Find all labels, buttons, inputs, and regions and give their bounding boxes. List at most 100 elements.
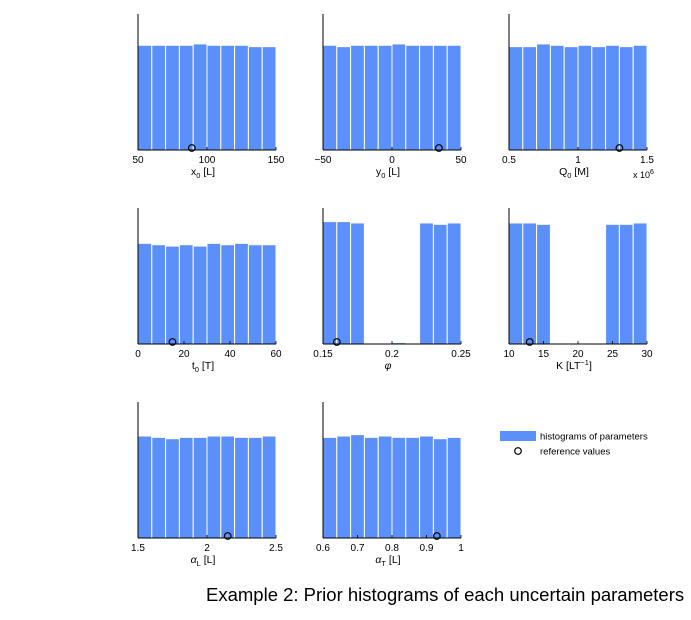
histogram-bar — [350, 434, 365, 539]
reference-value-marker — [525, 338, 534, 346]
histogram-bar — [261, 435, 277, 539]
histogram-bar — [446, 44, 462, 151]
histogram-bar — [536, 43, 551, 151]
histogram-bar — [363, 436, 379, 539]
histogram-bar — [178, 44, 194, 151]
x-tick-label: 20 — [178, 349, 190, 360]
x-tick-label: 15 — [538, 349, 550, 360]
histogram-bar — [632, 44, 648, 151]
legend-bar-swatch — [500, 431, 536, 441]
histogram-bar — [336, 435, 352, 539]
histogram-bar — [151, 436, 167, 539]
x-tick-label: 10 — [503, 349, 515, 360]
x-tick-label: 25 — [607, 349, 619, 360]
x-tick-label: 0.15 — [313, 349, 333, 360]
x-tick-label: 1 — [575, 155, 581, 166]
x-tick-label: −50 — [315, 155, 332, 166]
histogram-bar — [165, 44, 180, 151]
histogram-bar — [151, 44, 167, 151]
legend-label: reference values — [540, 447, 610, 458]
histogram-bar — [605, 223, 620, 345]
histogram-bar — [234, 242, 249, 345]
histogram-bar — [220, 244, 236, 345]
histogram-bar — [591, 46, 607, 151]
histogram-bar — [446, 222, 462, 345]
histogram-bar — [618, 46, 634, 151]
x-axis-label: x0 [L] — [191, 166, 215, 180]
histogram-bar — [377, 435, 393, 539]
x-tick-label: 0.5 — [502, 155, 516, 166]
histogram-bar — [137, 242, 153, 345]
histogram-bar — [577, 44, 593, 151]
x-tick-label: 2.5 — [269, 543, 283, 554]
prior-histograms-figure: 50 100 150 x0 [L] −50 0 50 y0 [L] 0.5 1 1.5 x 106 Q0… — [131, 14, 654, 568]
histogram-bar — [508, 46, 524, 151]
x-tick-label: 0.2 — [385, 349, 399, 360]
histogram-bar — [336, 221, 352, 345]
x-tick-label: 0 — [389, 155, 395, 166]
histogram-bar — [350, 222, 365, 345]
histogram-bar — [432, 223, 448, 345]
histogram-bar — [350, 44, 365, 151]
x-tick-label: 1.5 — [131, 543, 145, 554]
histogram-bar — [322, 221, 338, 345]
histogram-bar — [563, 46, 579, 151]
histogram-bar — [432, 438, 448, 539]
x-tick-label: 1.5 — [640, 155, 654, 166]
histogram-panel-1: 50 100 150 x0 [L] — [132, 14, 285, 180]
histogram-bar — [522, 222, 538, 345]
histogram-bar — [247, 46, 263, 151]
x-axis-label: y0 [L] — [376, 166, 400, 180]
histogram-bar — [261, 46, 277, 151]
x-tick-label: 150 — [268, 155, 285, 166]
histogram-bar — [632, 222, 648, 345]
legend-label: histograms of parameters — [540, 432, 648, 443]
x-tick-label: 2 — [204, 543, 210, 554]
histogram-panel-3: 0.5 1 1.5 x 106 Q0 [M] — [502, 14, 654, 180]
x-tick-label: 0 — [135, 349, 141, 360]
histogram-bar — [618, 223, 634, 345]
x-tick-label: 0.8 — [385, 543, 399, 554]
histogram-bar — [363, 44, 379, 151]
x-tick-label: 0.9 — [420, 543, 434, 554]
histogram-bar — [432, 44, 448, 151]
histogram-bar — [234, 436, 249, 539]
histogram-bar — [391, 43, 407, 151]
histogram-bar — [605, 44, 620, 151]
reference-value-marker — [435, 144, 443, 152]
histogram-bar — [549, 44, 565, 151]
histogram-bar — [522, 46, 538, 151]
x-axis-label: Q0 [M] — [559, 166, 589, 180]
histogram-bar — [165, 245, 180, 345]
histogram-bar — [446, 436, 462, 539]
histogram-bar — [220, 435, 236, 539]
x-axis-label: t0 [T] — [192, 360, 214, 374]
reference-value-marker — [615, 144, 624, 152]
x-tick-label: 30 — [641, 349, 653, 360]
histogram-bar — [405, 44, 421, 151]
x-axis-label: φ — [385, 360, 392, 372]
histogram-bar — [178, 244, 194, 345]
histogram-bar — [165, 438, 180, 539]
reference-value-marker — [168, 338, 177, 346]
histogram-bar — [192, 43, 208, 151]
histogram-bar — [405, 436, 421, 539]
histogram-bar — [206, 435, 222, 539]
x-tick-label: 20 — [572, 349, 584, 360]
histogram-panel-5: 0.15 0.2 0.25 φ — [313, 208, 471, 372]
x-tick-label: 50 — [132, 155, 144, 166]
histogram-bar — [247, 244, 263, 345]
histogram-bar — [220, 44, 236, 151]
histogram-bar — [508, 222, 524, 345]
histogram-bar — [391, 436, 407, 539]
x-axis-label: K [LT−1] — [556, 358, 592, 372]
histogram-bar — [419, 222, 434, 345]
histogram-bar — [419, 435, 434, 539]
x-tick-label: 100 — [199, 155, 216, 166]
x-tick-label: 0.6 — [316, 543, 330, 554]
x-axis-label: αL [L] — [191, 554, 216, 568]
histogram-bar — [419, 44, 434, 151]
axis-multiplier: x 106 — [633, 169, 654, 180]
reference-value-marker — [432, 532, 441, 540]
x-tick-label: 0.7 — [351, 543, 365, 554]
